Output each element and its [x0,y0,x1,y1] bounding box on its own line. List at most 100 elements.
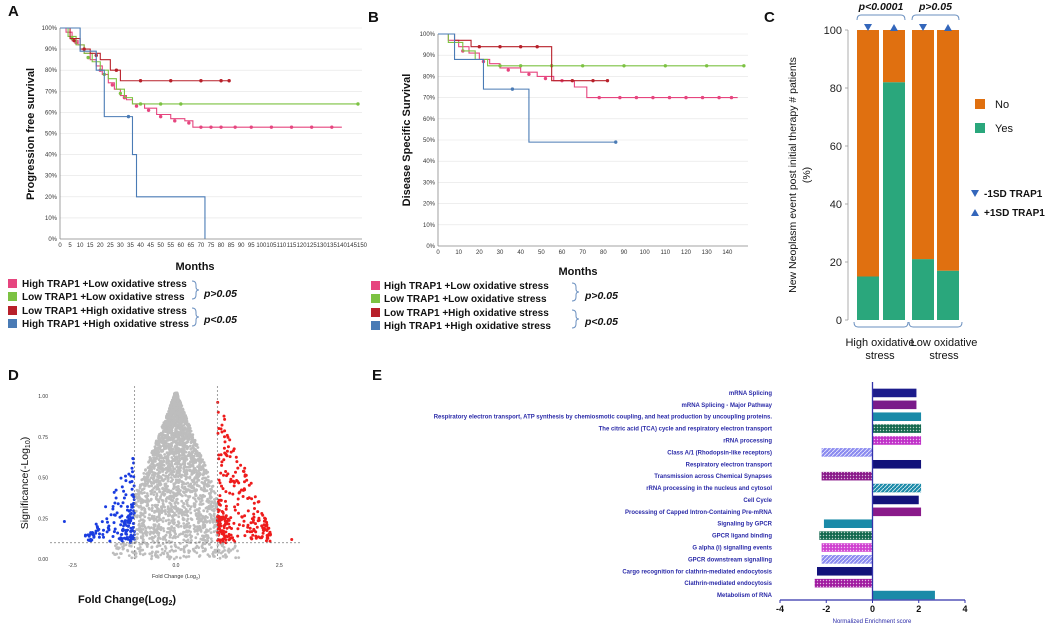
data-point [166,453,170,457]
pathway-label: GPCR downstream signalling [688,557,772,563]
x-tick-label: -2.5 [68,563,77,569]
data-point [188,444,192,448]
data-point [175,555,179,559]
data-point [231,492,235,496]
data-point [176,412,180,416]
data-point [175,524,179,527]
data-point [215,518,219,522]
data-point [131,516,135,520]
data-point [167,518,171,522]
data-point [221,487,225,491]
data-point [111,535,115,538]
data-point [148,456,152,459]
data-point [105,517,109,521]
data-point [228,537,232,541]
y-tick-label: 0.25 [38,516,48,522]
data-point [155,492,159,496]
data-point [193,502,197,506]
data-point [158,517,162,521]
data-point [220,423,224,427]
data-point [150,506,154,510]
data-point [193,509,197,512]
bracket [908,321,963,328]
data-point [155,456,158,460]
data-point [139,511,143,515]
data-point [186,430,190,433]
data-point [261,531,265,535]
y-tick-label: 50% [45,132,58,138]
data-point [183,474,186,477]
censor-mark [605,78,610,83]
data-point [193,550,197,553]
x-tick-label: 115 [287,243,297,249]
data-point [150,526,153,529]
data-point [250,537,254,541]
legend-item: Low TRAP1 +High oxidative stress [22,306,187,317]
data-point [250,517,254,521]
data-point [129,537,133,541]
bar-segment-yes [937,270,959,320]
x-tick-label: 20 [97,243,104,249]
bracket [191,307,200,327]
data-point [92,534,96,538]
data-point [130,503,133,506]
data-point [121,537,124,540]
censor-mark [742,64,746,68]
data-point [204,506,208,510]
y-axis-title-line1: New Neoplasm event post initial therapy … [787,57,799,293]
data-point [174,545,178,549]
data-point [178,432,182,436]
data-point [131,493,135,497]
data-point [124,474,127,478]
data-point [222,446,226,450]
data-point [119,523,123,527]
data-point [185,555,189,559]
censor-mark [663,64,668,68]
data-point [207,529,210,533]
data-point [256,510,260,514]
x-tick-label: 130 [702,250,713,256]
data-point [94,522,98,526]
x-tick-label: 50 [538,250,545,256]
data-point [179,547,183,551]
data-point [172,454,176,458]
data-point [170,452,173,455]
data-point [145,492,149,495]
data-point [260,535,264,539]
data-point [182,522,186,525]
data-point [160,460,164,463]
data-point [185,544,189,547]
data-point [163,487,167,490]
data-point [153,523,157,527]
censor-mark [289,125,294,129]
data-point [173,511,176,515]
data-point [158,544,162,547]
data-point [181,462,185,466]
data-point [153,490,157,494]
data-point [182,545,186,549]
data-point [217,538,220,542]
data-point [197,484,201,488]
survival-curve [438,33,744,67]
data-point [156,530,160,534]
data-point [145,504,149,508]
data-point [172,526,176,530]
data-point [203,518,207,522]
data-point [177,546,180,550]
x-tick-label: 140 [722,250,733,256]
data-point [187,451,191,454]
data-point [142,538,145,542]
group-label: stress [865,350,895,362]
data-point [213,491,217,495]
data-point [210,505,214,509]
enrichment-bar [872,507,922,517]
x-tick-label: 100 [256,243,267,249]
censor-mark [86,55,90,60]
data-point [131,522,135,525]
data-point [196,446,200,449]
data-point [220,510,224,513]
data-point [153,464,157,468]
censor-mark [158,102,163,106]
data-point [198,461,202,464]
data-point [187,504,191,508]
